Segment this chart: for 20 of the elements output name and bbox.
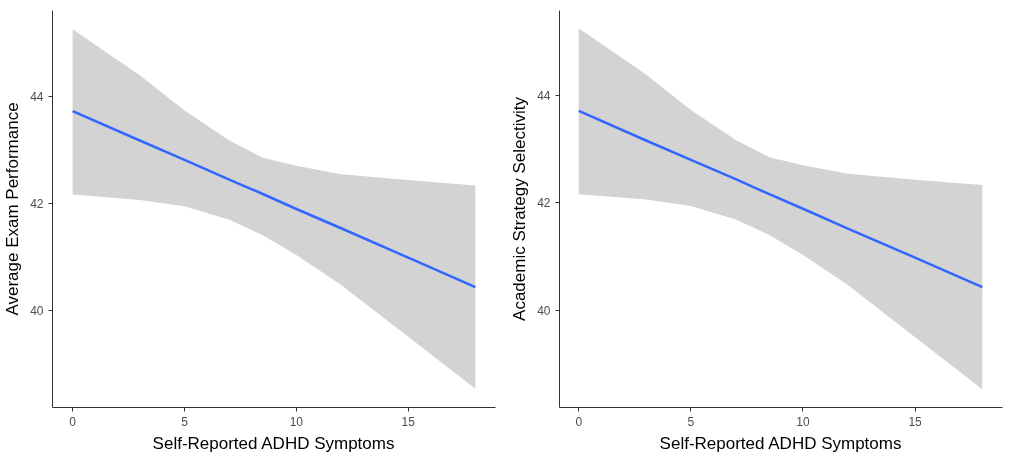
x-tick-label: 15 xyxy=(401,414,416,429)
y-tick-label: 42 xyxy=(30,196,44,211)
x-tick-label: 10 xyxy=(289,414,304,429)
y-tick-label: 42 xyxy=(537,196,551,211)
x-axis-title: Self-Reported ADHD Symptoms xyxy=(659,433,902,453)
y-tick-label: 44 xyxy=(30,89,44,104)
y-tick-label: 40 xyxy=(537,303,551,318)
y-tick-label: 44 xyxy=(537,88,551,103)
line-series xyxy=(71,109,477,289)
y-axis-title: Average Exam Performance xyxy=(3,102,23,316)
y-axis-title: Academic Strategy Selectivity xyxy=(510,96,530,321)
x-tick-label: 10 xyxy=(796,414,810,429)
y-tick-label: 40 xyxy=(30,303,44,318)
x-tick-label: 15 xyxy=(908,414,923,429)
line-series xyxy=(577,109,984,289)
x-tick-label: 5 xyxy=(181,414,189,429)
x-tick-label: 5 xyxy=(687,414,695,429)
x-tick-label: 0 xyxy=(69,414,77,429)
x-axis-title: Self-Reported ADHD Symptoms xyxy=(152,433,395,453)
x-tick-label: 0 xyxy=(575,414,583,429)
